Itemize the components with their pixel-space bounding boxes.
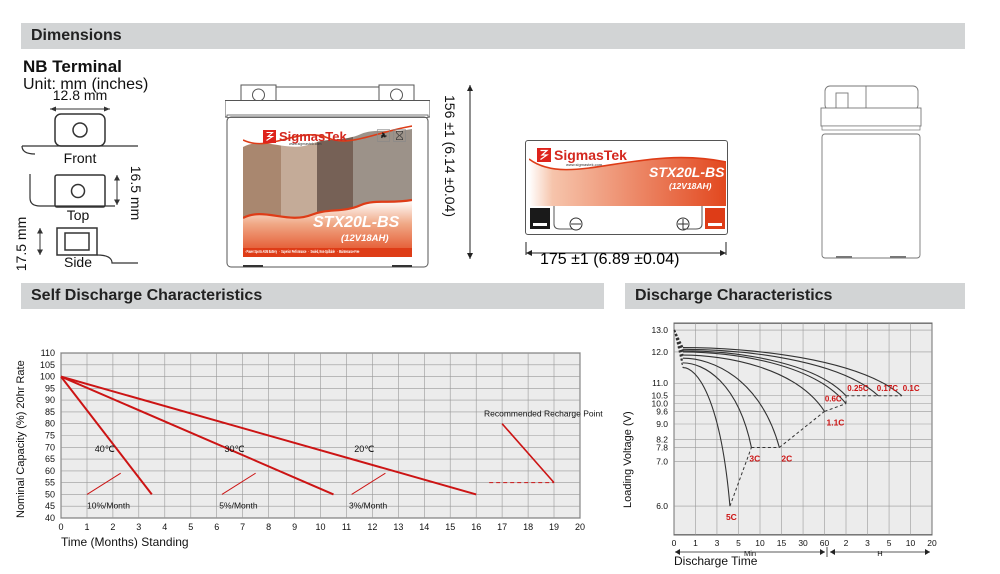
svg-text:3C: 3C bbox=[749, 453, 760, 463]
svg-text:0: 0 bbox=[58, 522, 63, 532]
svg-text:10%/Month: 10%/Month bbox=[87, 501, 130, 511]
svg-text:40: 40 bbox=[45, 513, 55, 523]
svg-text:0.6C: 0.6C bbox=[825, 395, 842, 404]
svg-text:12: 12 bbox=[367, 522, 377, 532]
svg-text:13: 13 bbox=[393, 522, 403, 532]
svg-text:16.5 mm: 16.5 mm bbox=[128, 166, 144, 220]
svg-text:3%/Month: 3%/Month bbox=[349, 501, 388, 511]
svg-text:5C: 5C bbox=[726, 512, 737, 522]
svg-text:1: 1 bbox=[84, 522, 89, 532]
svg-text:9: 9 bbox=[292, 522, 297, 532]
svg-text:40℃: 40℃ bbox=[95, 444, 115, 454]
svg-text:4: 4 bbox=[162, 522, 167, 532]
svg-text:7.0: 7.0 bbox=[656, 457, 668, 467]
svg-text:90: 90 bbox=[45, 395, 55, 405]
svg-text:2: 2 bbox=[110, 522, 115, 532]
svg-text:12.0: 12.0 bbox=[651, 347, 668, 357]
svg-text:17.5 mm: 17.5 mm bbox=[13, 217, 29, 271]
svg-text:70: 70 bbox=[45, 442, 55, 452]
svg-text:5%/Month: 5%/Month bbox=[219, 501, 258, 511]
svg-text:18: 18 bbox=[523, 522, 533, 532]
svg-text:5: 5 bbox=[188, 522, 193, 532]
svg-text:3: 3 bbox=[136, 522, 141, 532]
svg-text:80: 80 bbox=[45, 419, 55, 429]
svg-text:7.8: 7.8 bbox=[656, 442, 668, 452]
svg-text:19: 19 bbox=[549, 522, 559, 532]
svg-text:95: 95 bbox=[45, 383, 55, 393]
svg-text:30℃: 30℃ bbox=[225, 444, 245, 454]
svg-text:0.25C: 0.25C bbox=[847, 384, 869, 393]
svg-text:11: 11 bbox=[342, 522, 351, 532]
svg-text:11.0: 11.0 bbox=[652, 378, 668, 388]
svg-text:9.6: 9.6 bbox=[656, 406, 668, 416]
svg-text:65: 65 bbox=[45, 454, 55, 464]
svg-text:13.0: 13.0 bbox=[651, 325, 668, 335]
svg-text:8: 8 bbox=[266, 522, 271, 532]
svg-text:Recommended Recharge Point: Recommended Recharge Point bbox=[484, 409, 603, 419]
svg-text:6: 6 bbox=[214, 522, 219, 532]
svg-text:75: 75 bbox=[45, 431, 55, 441]
svg-text:6.0: 6.0 bbox=[656, 501, 668, 511]
svg-text:9.0: 9.0 bbox=[656, 419, 668, 429]
svg-text:Top: Top bbox=[67, 207, 90, 223]
svg-text:55: 55 bbox=[45, 478, 55, 488]
svg-text:45: 45 bbox=[45, 501, 55, 511]
svg-text:105: 105 bbox=[40, 360, 55, 370]
svg-text:60: 60 bbox=[45, 466, 55, 476]
svg-text:Front: Front bbox=[64, 150, 97, 166]
svg-text:17: 17 bbox=[497, 522, 507, 532]
svg-text:110: 110 bbox=[41, 348, 55, 358]
svg-text:H: H bbox=[877, 549, 882, 558]
svg-text:85: 85 bbox=[45, 407, 55, 417]
svg-text:20: 20 bbox=[575, 522, 585, 532]
svg-text:0.1C: 0.1C bbox=[903, 384, 920, 393]
svg-text:7: 7 bbox=[240, 522, 245, 532]
svg-text:Side: Side bbox=[64, 254, 92, 270]
svg-text:14: 14 bbox=[419, 522, 429, 532]
svg-text:2C: 2C bbox=[781, 453, 792, 463]
svg-text:16: 16 bbox=[471, 522, 481, 532]
svg-text:12.8 mm: 12.8 mm bbox=[53, 87, 107, 103]
svg-text:15: 15 bbox=[445, 522, 455, 532]
svg-text:100: 100 bbox=[40, 372, 55, 382]
svg-text:0.17C: 0.17C bbox=[877, 384, 899, 393]
svg-text:10: 10 bbox=[315, 522, 325, 532]
svg-text:20℃: 20℃ bbox=[354, 444, 374, 454]
svg-text:50: 50 bbox=[45, 489, 55, 499]
svg-text:1.1C: 1.1C bbox=[827, 417, 845, 427]
